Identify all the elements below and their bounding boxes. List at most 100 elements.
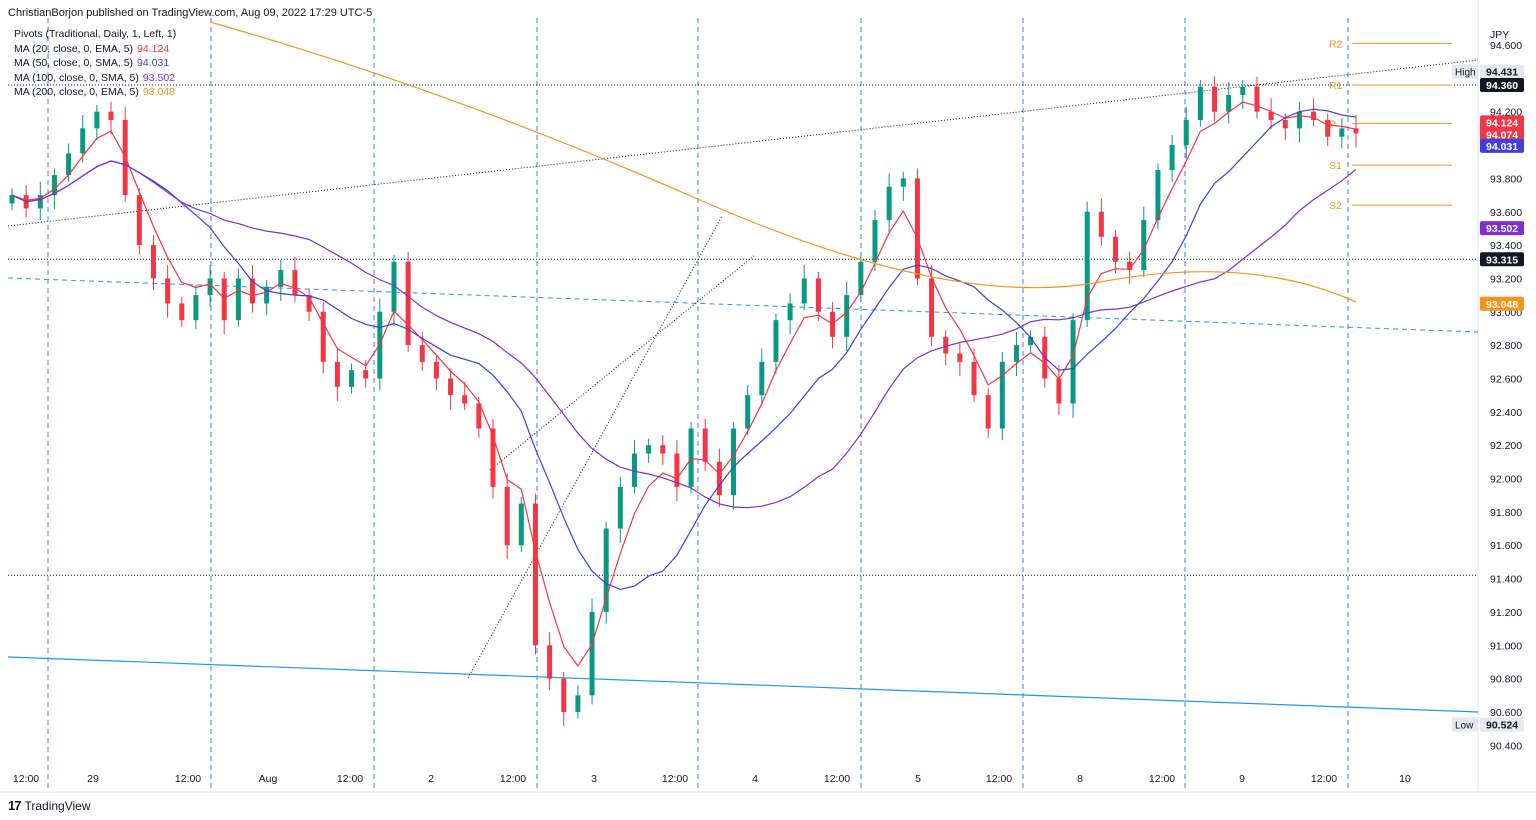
price-badge — [1480, 296, 1524, 311]
legend-item[interactable]: MA (50, close, 0, SMA, 5) 94.031 — [14, 56, 176, 71]
time-tick-label: 12:00 — [1149, 773, 1175, 785]
candle-body — [1169, 145, 1175, 171]
currency-label: JPY — [1490, 29, 1509, 41]
candle-body — [1197, 86, 1203, 121]
candle-body — [702, 428, 708, 462]
candle-body — [1353, 128, 1359, 134]
ma100-line — [11, 160, 1357, 509]
candle-body — [971, 361, 977, 396]
price-badge-tag-label: Low — [1455, 721, 1474, 732]
candle-body — [759, 361, 765, 396]
price-badge-value: 93.315 — [1486, 254, 1518, 266]
candle-body — [136, 195, 142, 246]
candle-body — [957, 353, 963, 362]
candle-body — [391, 261, 397, 312]
candle-body — [631, 453, 637, 487]
legend-value: 94.031 — [137, 57, 170, 70]
legend-item[interactable]: MA (200, close, 0, EMA, 5) 93.048 — [14, 85, 176, 100]
legend-label: MA (100, close, 0, SMA, 5) — [14, 71, 139, 84]
candle-body — [504, 486, 510, 546]
price-tick-label: 92.600 — [1490, 373, 1522, 385]
price-tick-label: 94.600 — [1490, 40, 1522, 52]
candle-body — [1254, 86, 1260, 112]
pivot-label: S1 — [1329, 160, 1342, 172]
price-badge-value: 93.048 — [1486, 299, 1518, 311]
legend-item[interactable]: MA (100, close, 0, SMA, 5) 93.502 — [14, 71, 176, 86]
candle-body — [108, 111, 114, 121]
candle-body — [1112, 236, 1118, 262]
time-tick-label: Aug — [259, 773, 278, 785]
pivot-label: P — [1329, 118, 1336, 130]
price-badge-value: 93.502 — [1486, 223, 1518, 235]
candle-body — [1282, 120, 1288, 129]
candle-body — [943, 336, 949, 354]
candle-body — [999, 361, 1005, 429]
pivot-label: R2 — [1329, 38, 1343, 50]
dashed-trend-line — [7, 277, 1479, 333]
candle-body — [264, 286, 270, 304]
legend-label: MA (200, close, 0, EMA, 5) — [14, 86, 139, 99]
candle-body — [94, 111, 100, 129]
candle-body — [844, 295, 850, 337]
candle-body — [150, 245, 156, 279]
candle-body — [985, 395, 991, 429]
price-tick-label: 91.400 — [1490, 574, 1522, 586]
candle-body — [349, 370, 355, 387]
candle-body — [872, 220, 878, 262]
candle-body — [334, 361, 340, 387]
price-tick-label: 91.600 — [1490, 540, 1522, 552]
candle-body — [1212, 86, 1218, 112]
legend-value: 93.048 — [142, 86, 176, 99]
tradingview-footer[interactable]: 17 TradingView — [8, 798, 91, 813]
author-name[interactable]: ChristianBorjon — [8, 7, 84, 19]
price-tick-label: 92.200 — [1490, 440, 1522, 452]
price-tick-label: 93.200 — [1490, 273, 1522, 285]
pivot-label: R1 — [1329, 80, 1343, 92]
time-tick-label: 12:00 — [1311, 773, 1337, 785]
candle-body — [1183, 120, 1189, 146]
candle-body — [66, 153, 72, 176]
price-badge-value: 94.360 — [1486, 80, 1518, 92]
candle-body — [1339, 128, 1345, 137]
price-badge-value: 94.124 — [1486, 117, 1518, 129]
ma20-line — [11, 101, 1357, 667]
time-tick-label: 12:00 — [824, 773, 850, 785]
candle-body — [1013, 345, 1019, 362]
legend-item[interactable]: Pivots (Traditional, Daily, 1, Left, 1) — [14, 27, 176, 42]
candle-body — [306, 295, 312, 312]
candle-body — [518, 503, 524, 546]
candle-body — [1296, 111, 1302, 129]
candle-body — [179, 303, 185, 321]
channel-line-lower — [467, 215, 723, 679]
price-badge-value: 94.431 — [1486, 67, 1518, 79]
candle-body — [51, 175, 57, 196]
legend-value: 94.124 — [137, 42, 170, 55]
candle-body — [235, 278, 241, 321]
time-tick-label: 2 — [428, 773, 434, 785]
candle-body — [37, 195, 43, 209]
legend-item[interactable]: MA (20, close, 0, EMA, 5) 94.124 — [14, 42, 176, 57]
time-tick-label: 12:00 — [337, 773, 363, 785]
candle-body — [801, 278, 807, 304]
candle-body — [815, 278, 821, 312]
price-tick-label: 92.800 — [1490, 340, 1522, 352]
candle-body — [1240, 86, 1246, 96]
candle-body — [589, 611, 595, 696]
candle-body — [221, 278, 227, 321]
candle-body — [716, 461, 722, 496]
time-tick-label: 4 — [752, 773, 758, 785]
candle-body — [1311, 111, 1317, 121]
indicator-legend: Pivots (Traditional, Daily, 1, Left, 1) M… — [14, 27, 176, 100]
candle-body — [858, 261, 864, 296]
price-tick-label: 91.800 — [1490, 507, 1522, 519]
candle-body — [561, 678, 567, 712]
price-badge — [1480, 78, 1524, 93]
candle-body — [448, 378, 454, 396]
price-badge — [1480, 221, 1524, 236]
candle-body — [165, 278, 171, 304]
price-badge — [1480, 252, 1524, 267]
candle-body — [292, 270, 298, 296]
candle-body — [1084, 211, 1090, 321]
time-tick-label: 12:00 — [175, 773, 201, 785]
